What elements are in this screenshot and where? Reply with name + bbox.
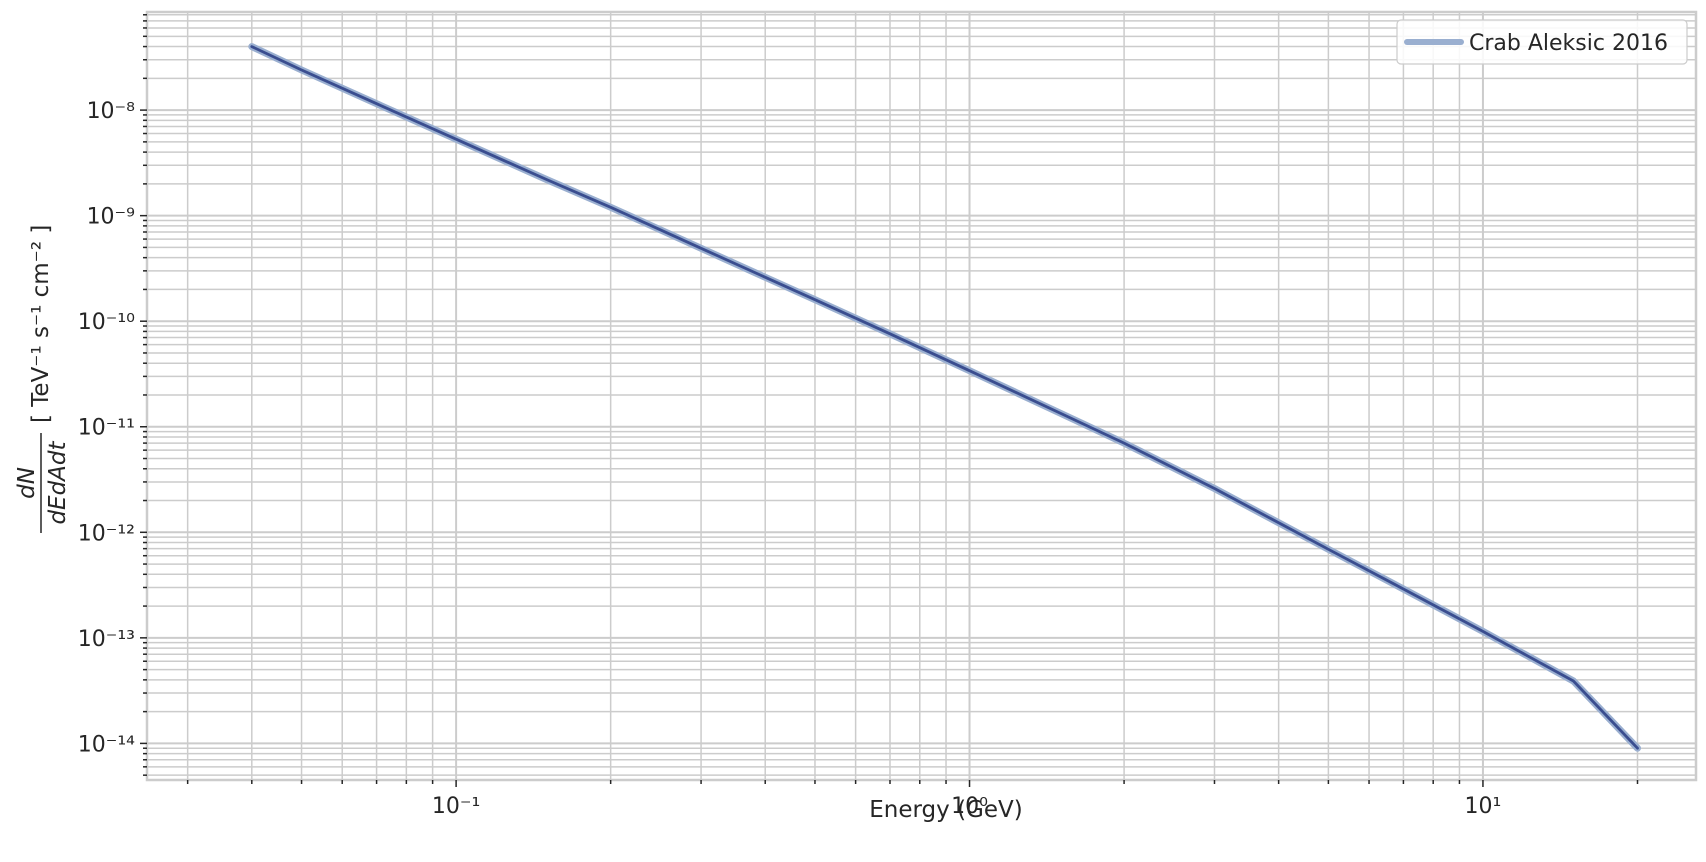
- x-axis-label: Energy (GeV): [869, 797, 1023, 823]
- plot-frame: [145, 10, 1698, 782]
- x-tick-labels: 10⁻¹ 10⁰ 10¹: [432, 794, 1501, 819]
- y-axis-label: dN dEdAdt [ TeV⁻¹ s⁻¹ cm⁻² ]: [14, 225, 71, 533]
- x-tick-label: 10⁻¹: [432, 794, 480, 819]
- legend-box: [1396, 19, 1688, 65]
- series-layer: [248, 43, 1641, 752]
- y-tick-label: 10⁻¹¹: [78, 416, 135, 441]
- y-axis-label-numerator: dN: [14, 467, 40, 499]
- y-tick-label: 10⁻¹⁰: [78, 310, 135, 335]
- y-axis-label-units: [ TeV⁻¹ s⁻¹ cm⁻² ]: [28, 225, 54, 423]
- x-tick-label: 10¹: [1465, 794, 1502, 819]
- grid-minor-y: [147, 14, 1696, 776]
- legend: Crab Aleksic 2016: [1396, 19, 1688, 65]
- y-tick-label: 10⁻¹³: [78, 627, 135, 652]
- legend-label: Crab Aleksic 2016: [1469, 31, 1668, 56]
- y-tick-label: 10⁻⁸: [87, 99, 136, 124]
- grid-major-y: [147, 109, 1696, 745]
- series-line: [250, 45, 1639, 750]
- axis-ticks: [140, 14, 1639, 787]
- x-tick-label: 10⁰: [951, 794, 988, 819]
- grid-minor-x: [186, 12, 1639, 780]
- y-tick-labels: 10⁻⁸ 10⁻⁹ 10⁻¹⁰ 10⁻¹¹ 10⁻¹² 10⁻¹³ 10⁻¹⁴: [78, 99, 135, 757]
- y-tick-label: 10⁻¹⁴: [78, 732, 135, 757]
- y-axis-label-denominator: dEdAdt: [45, 440, 71, 524]
- y-tick-label: 10⁻⁹: [87, 205, 135, 230]
- y-tick-label: 10⁻¹²: [78, 521, 135, 546]
